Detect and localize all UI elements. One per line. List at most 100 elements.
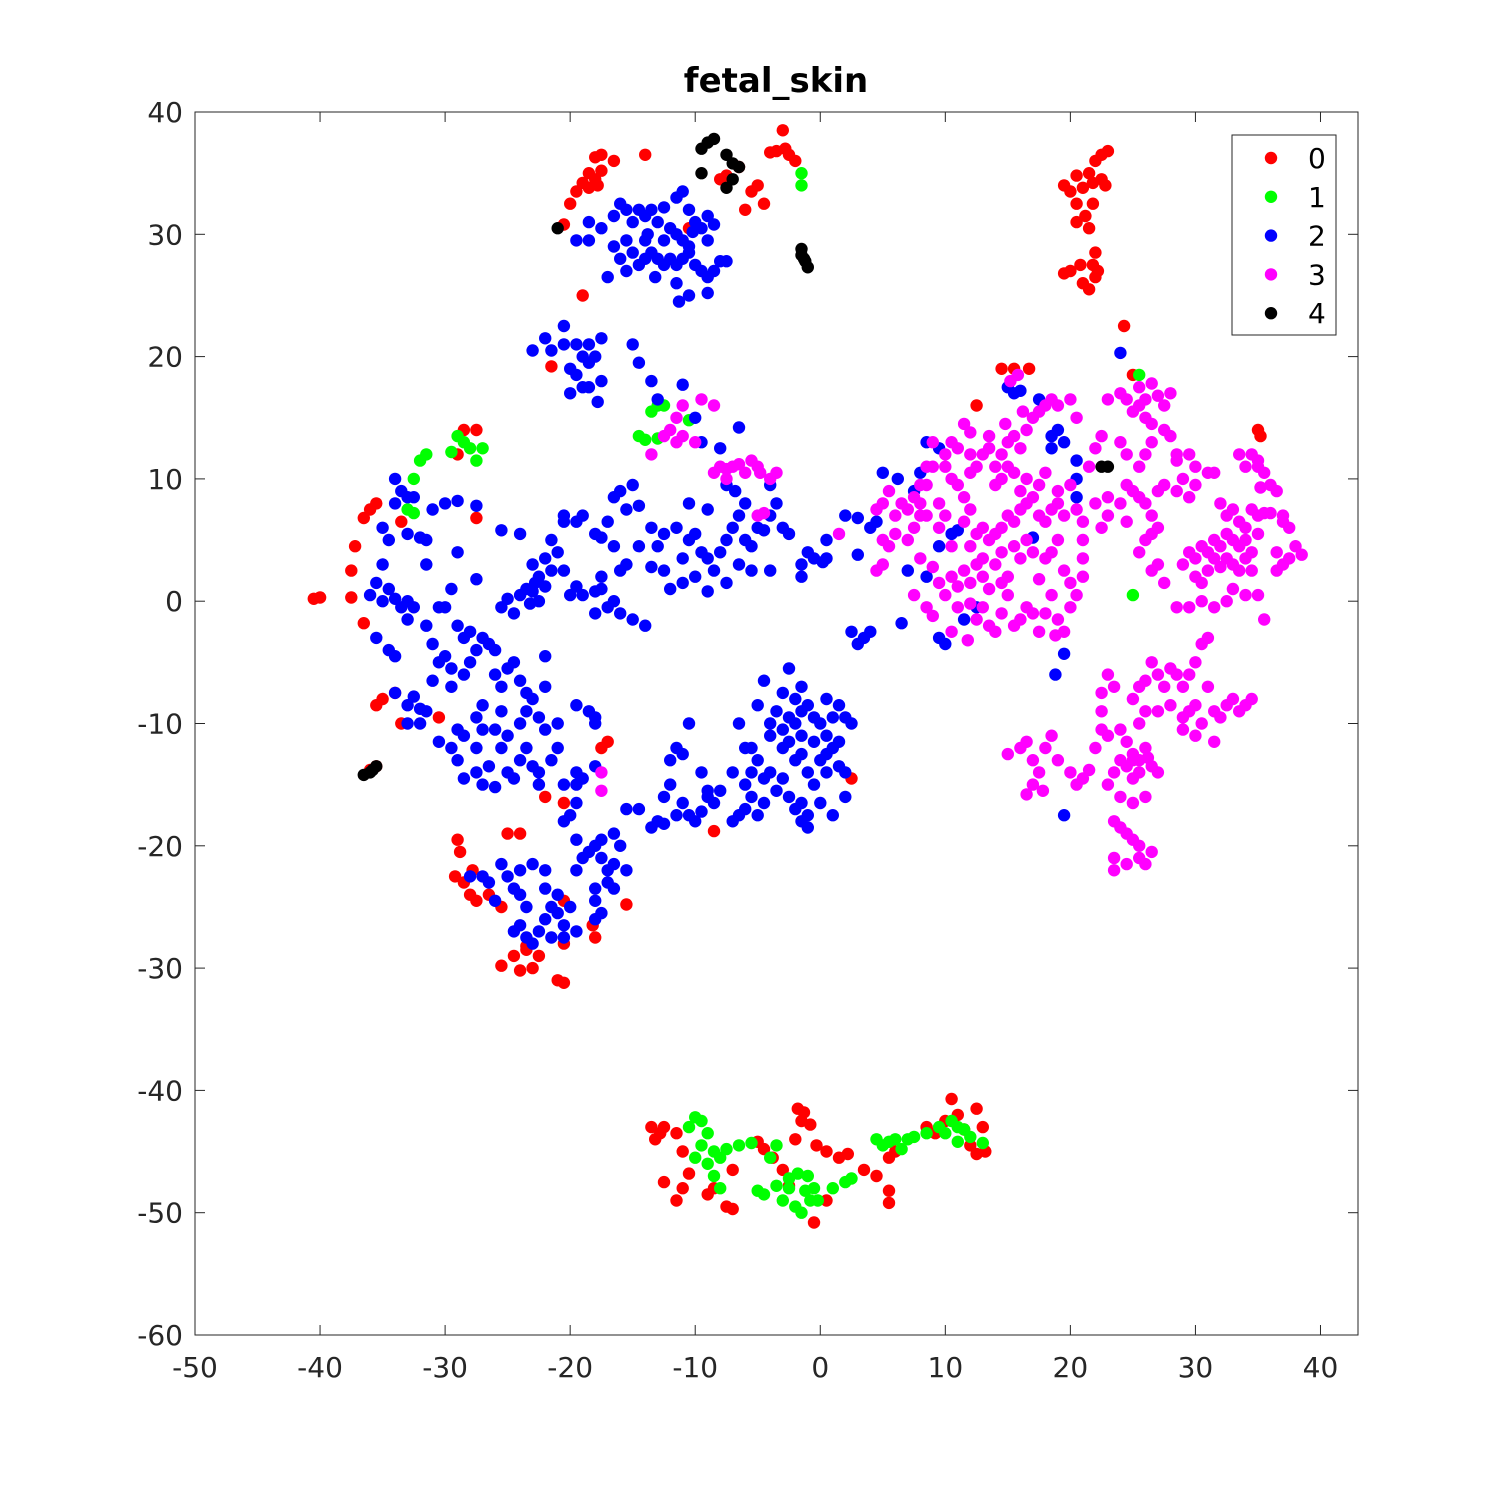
series-0 xyxy=(307,124,1267,1229)
data-point xyxy=(564,900,577,914)
data-point xyxy=(670,411,683,424)
data-point xyxy=(945,625,958,638)
data-point xyxy=(520,705,533,718)
series-1 xyxy=(401,167,1146,1219)
data-point xyxy=(357,617,370,630)
data-point xyxy=(345,591,358,604)
data-point xyxy=(682,240,696,253)
data-point xyxy=(526,344,539,357)
data-point xyxy=(782,527,796,541)
data-point xyxy=(839,509,852,522)
data-point xyxy=(1032,573,1046,586)
data-point xyxy=(782,790,796,804)
data-point xyxy=(1051,399,1065,412)
data-point xyxy=(657,234,671,247)
data-point xyxy=(1101,729,1115,742)
data-point xyxy=(689,1151,702,1164)
data-point xyxy=(889,509,902,522)
data-point xyxy=(1007,429,1021,443)
data-point xyxy=(839,790,852,804)
data-point xyxy=(570,699,583,712)
data-point xyxy=(732,558,746,571)
data-point xyxy=(1176,558,1190,571)
data-point xyxy=(620,234,633,247)
data-point xyxy=(557,919,571,932)
data-point xyxy=(1195,637,1208,651)
data-point xyxy=(589,607,602,620)
data-point xyxy=(382,533,395,547)
data-point xyxy=(851,548,864,561)
data-point xyxy=(1189,478,1202,492)
data-point xyxy=(595,332,608,345)
data-point xyxy=(539,332,552,345)
data-point xyxy=(595,164,608,177)
data-point xyxy=(626,613,639,626)
data-point xyxy=(545,931,558,944)
data-point xyxy=(457,772,471,785)
data-point xyxy=(614,607,627,620)
data-point xyxy=(1114,436,1127,449)
data-point xyxy=(729,484,742,498)
data-point xyxy=(1141,751,1155,764)
data-point xyxy=(745,790,758,804)
data-point xyxy=(795,747,808,761)
data-point xyxy=(957,491,971,504)
data-point xyxy=(964,1130,977,1144)
data-point xyxy=(1226,503,1240,516)
data-point xyxy=(488,668,502,681)
data-point xyxy=(657,1175,671,1189)
data-point xyxy=(1045,729,1058,742)
data-point xyxy=(495,857,508,871)
data-point xyxy=(964,597,977,610)
data-point xyxy=(401,527,414,541)
data-point xyxy=(826,809,839,822)
data-point xyxy=(520,741,533,755)
data-point xyxy=(939,460,952,473)
data-point xyxy=(1176,723,1190,736)
data-point xyxy=(939,637,952,651)
data-point xyxy=(1057,436,1071,449)
data-point xyxy=(420,619,433,632)
data-point xyxy=(882,484,896,498)
data-point xyxy=(1201,680,1215,693)
data-point xyxy=(1170,448,1183,461)
data-point xyxy=(620,503,633,516)
data-point xyxy=(720,148,733,161)
data-point xyxy=(945,1092,958,1106)
data-point xyxy=(1183,601,1196,614)
data-point xyxy=(695,1114,708,1128)
data-point xyxy=(776,1194,789,1207)
data-point xyxy=(664,582,677,596)
chart-title: fetal_skin xyxy=(684,61,868,101)
data-point xyxy=(620,802,633,816)
data-point xyxy=(1239,521,1252,534)
data-point xyxy=(1226,582,1240,596)
data-point xyxy=(820,552,833,565)
data-point xyxy=(1195,540,1208,553)
data-point xyxy=(470,573,483,586)
data-point xyxy=(513,674,527,687)
data-point xyxy=(976,570,989,583)
data-point xyxy=(795,680,808,693)
data-point xyxy=(388,686,402,700)
data-point xyxy=(907,491,921,504)
data-point xyxy=(639,148,652,161)
data-point xyxy=(1007,466,1021,479)
data-point xyxy=(1095,705,1108,718)
data-point xyxy=(526,961,539,975)
data-point xyxy=(1014,384,1027,397)
data-point xyxy=(570,338,583,351)
data-point xyxy=(1070,215,1083,229)
data-point xyxy=(676,552,689,565)
data-point xyxy=(1039,741,1052,755)
data-point xyxy=(607,240,621,253)
data-point xyxy=(1089,270,1102,284)
data-point xyxy=(426,637,439,651)
data-point xyxy=(676,185,689,198)
data-point xyxy=(513,827,527,840)
data-point xyxy=(1051,484,1065,498)
data-point xyxy=(1133,839,1146,852)
data-point xyxy=(589,882,602,895)
data-point xyxy=(1051,613,1065,626)
data-point xyxy=(1082,167,1096,180)
